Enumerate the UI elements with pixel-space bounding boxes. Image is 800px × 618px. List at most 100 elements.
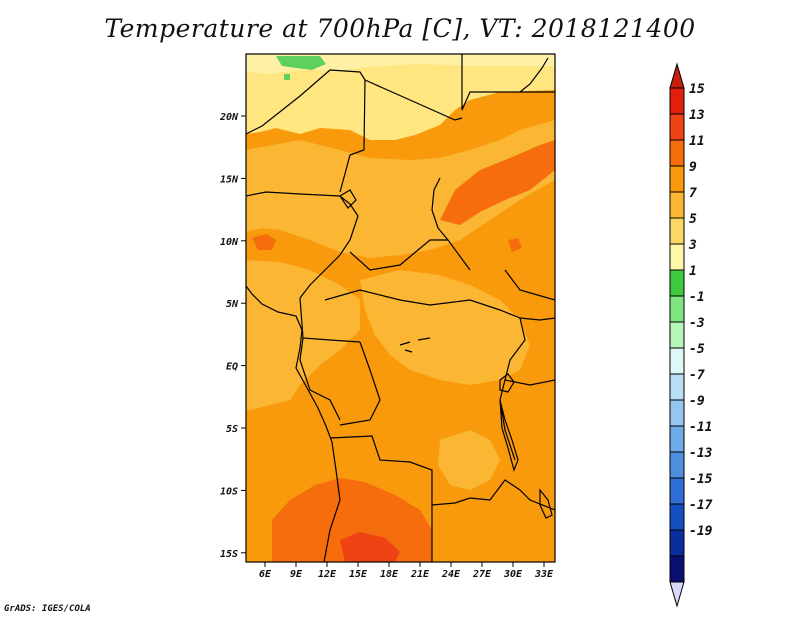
lon-tick-label: 9E <box>290 569 303 580</box>
lon-tick-label: 12E <box>318 569 337 580</box>
border-libya-algeria-niger <box>246 69 366 135</box>
border-congo-drc <box>339 341 381 426</box>
field-green-dot <box>284 74 290 80</box>
border-kenya-uganda <box>519 317 555 321</box>
lat-tick-label: 15S <box>220 549 238 560</box>
colorbar-segment <box>669 165 685 193</box>
colorbar-segment <box>669 139 685 167</box>
colorbar-segment <box>669 425 685 453</box>
colorbar: 15 13 11 9 7 5 3 1 -1 -3 -5 -7 -9 -11 -13 -15 -17 -19 <box>669 62 713 608</box>
colorbar-label: -7 <box>689 368 705 383</box>
lat-tick-label: 20N <box>219 112 239 123</box>
colorbar-segment <box>669 399 685 427</box>
country-borders <box>246 54 555 562</box>
lon-tick-label: 6E <box>259 569 272 580</box>
colorbar-label: -11 <box>689 420 712 435</box>
colorbar-label: 3 <box>688 238 697 253</box>
lon-tick-label: 18E <box>380 569 399 580</box>
colorbar-segment <box>669 217 685 245</box>
lon-tick-label: 21E <box>410 569 430 580</box>
colorbar-label: -9 <box>689 394 705 409</box>
field-dark-orange-west <box>252 234 276 250</box>
colorbar-label: -17 <box>689 498 713 513</box>
colorbar-segment <box>669 451 685 479</box>
lon-tick-label: 27E <box>472 569 492 580</box>
colorbar-segment <box>669 503 685 531</box>
border-chad-sudan <box>431 177 471 271</box>
colorbar-segment <box>669 87 685 115</box>
field-red-south <box>340 532 400 562</box>
field-green-patch <box>276 56 326 70</box>
map-frame <box>245 53 556 563</box>
colorbar-label: -1 <box>689 290 705 305</box>
border-gabon-congo <box>299 337 341 421</box>
colorbar-label: -5 <box>689 342 705 357</box>
temperature-field <box>246 54 555 562</box>
border-drc-zambia <box>469 479 555 511</box>
latitude-axis: 20N 15N 10N 5N EQ 5S 10S 15S <box>219 112 246 560</box>
lon-tick-label: 24E <box>441 569 461 580</box>
border-drc-angola <box>329 435 471 506</box>
colorbar-segment <box>669 347 685 375</box>
lake-malawi <box>539 488 553 519</box>
colorbar-tip-bottom <box>669 581 685 608</box>
lat-tick-label: EQ <box>226 362 238 373</box>
river-congo-marks <box>399 337 431 353</box>
lat-tick-label: 10S <box>220 486 238 497</box>
border-egypt-sudan <box>461 54 555 111</box>
field-light-orange-center <box>360 270 530 385</box>
colorbar-label: 7 <box>689 186 697 201</box>
coast-west-africa <box>246 285 341 562</box>
colorbar-segment <box>669 529 685 557</box>
field-light-orange-southeast <box>438 430 500 490</box>
border-libya-niger-chad <box>339 79 366 193</box>
lake-tanganyika <box>499 399 519 472</box>
border-east-coast <box>504 269 555 301</box>
colorbar-label: 1 <box>689 264 697 279</box>
longitude-axis: 6E 9E 12E 15E 18E 21E 24E 27E 30E 33E <box>259 562 554 580</box>
colorbar-segment <box>669 477 685 505</box>
field-dark-orange-northeast <box>440 140 555 225</box>
border-chad-car <box>349 239 448 271</box>
colorbar-segment <box>669 295 685 323</box>
colorbar-segment <box>669 243 685 271</box>
lon-tick-label: 30E <box>503 569 523 580</box>
chart-title: Temperature at 700hPa [C], VT: 201812140… <box>104 14 696 43</box>
border-car-south <box>324 289 521 319</box>
colorbar-segment <box>669 113 685 141</box>
colorbar-label: -13 <box>689 446 713 461</box>
colorbar-segment <box>669 321 685 349</box>
lat-tick-label: 5S <box>226 424 238 435</box>
colorbar-label: 5 <box>689 212 697 227</box>
field-dark-orange-south <box>272 478 432 562</box>
colorbar-segment <box>669 555 685 583</box>
border-libya-chad-sudan <box>364 79 463 121</box>
lake-chad <box>339 189 357 209</box>
lon-tick-label: 33E <box>534 569 554 580</box>
grads-credit: GrADS: IGES/COLA <box>4 604 91 614</box>
colorbar-segment <box>669 373 685 401</box>
colorbar-label: -3 <box>689 316 705 331</box>
field-pale-yellow-top <box>246 54 555 74</box>
colorbar-label: 15 <box>689 82 705 97</box>
colorbar-label: 11 <box>689 134 705 149</box>
border-nigeria-niger <box>246 191 359 217</box>
coast-red-sea <box>519 57 549 93</box>
field-dark-orange-east <box>508 238 522 252</box>
colorbar-tip-top <box>669 62 685 89</box>
colorbar-segment <box>669 191 685 219</box>
colorbar-segment <box>669 269 685 297</box>
lon-tick-label: 15E <box>349 569 368 580</box>
border-nigeria-cameroon <box>299 215 359 299</box>
lat-tick-label: 5N <box>226 299 239 310</box>
border-cameroon-south <box>299 297 361 343</box>
lat-tick-label: 10N <box>220 237 239 248</box>
colorbar-label: -15 <box>689 472 713 487</box>
colorbar-label: -19 <box>689 524 713 539</box>
colorbar-label: 9 <box>689 160 697 175</box>
field-light-orange-band <box>246 120 555 258</box>
colorbar-label: 13 <box>689 108 705 123</box>
lake-victoria <box>499 373 515 393</box>
lat-tick-label: 15N <box>220 174 239 185</box>
